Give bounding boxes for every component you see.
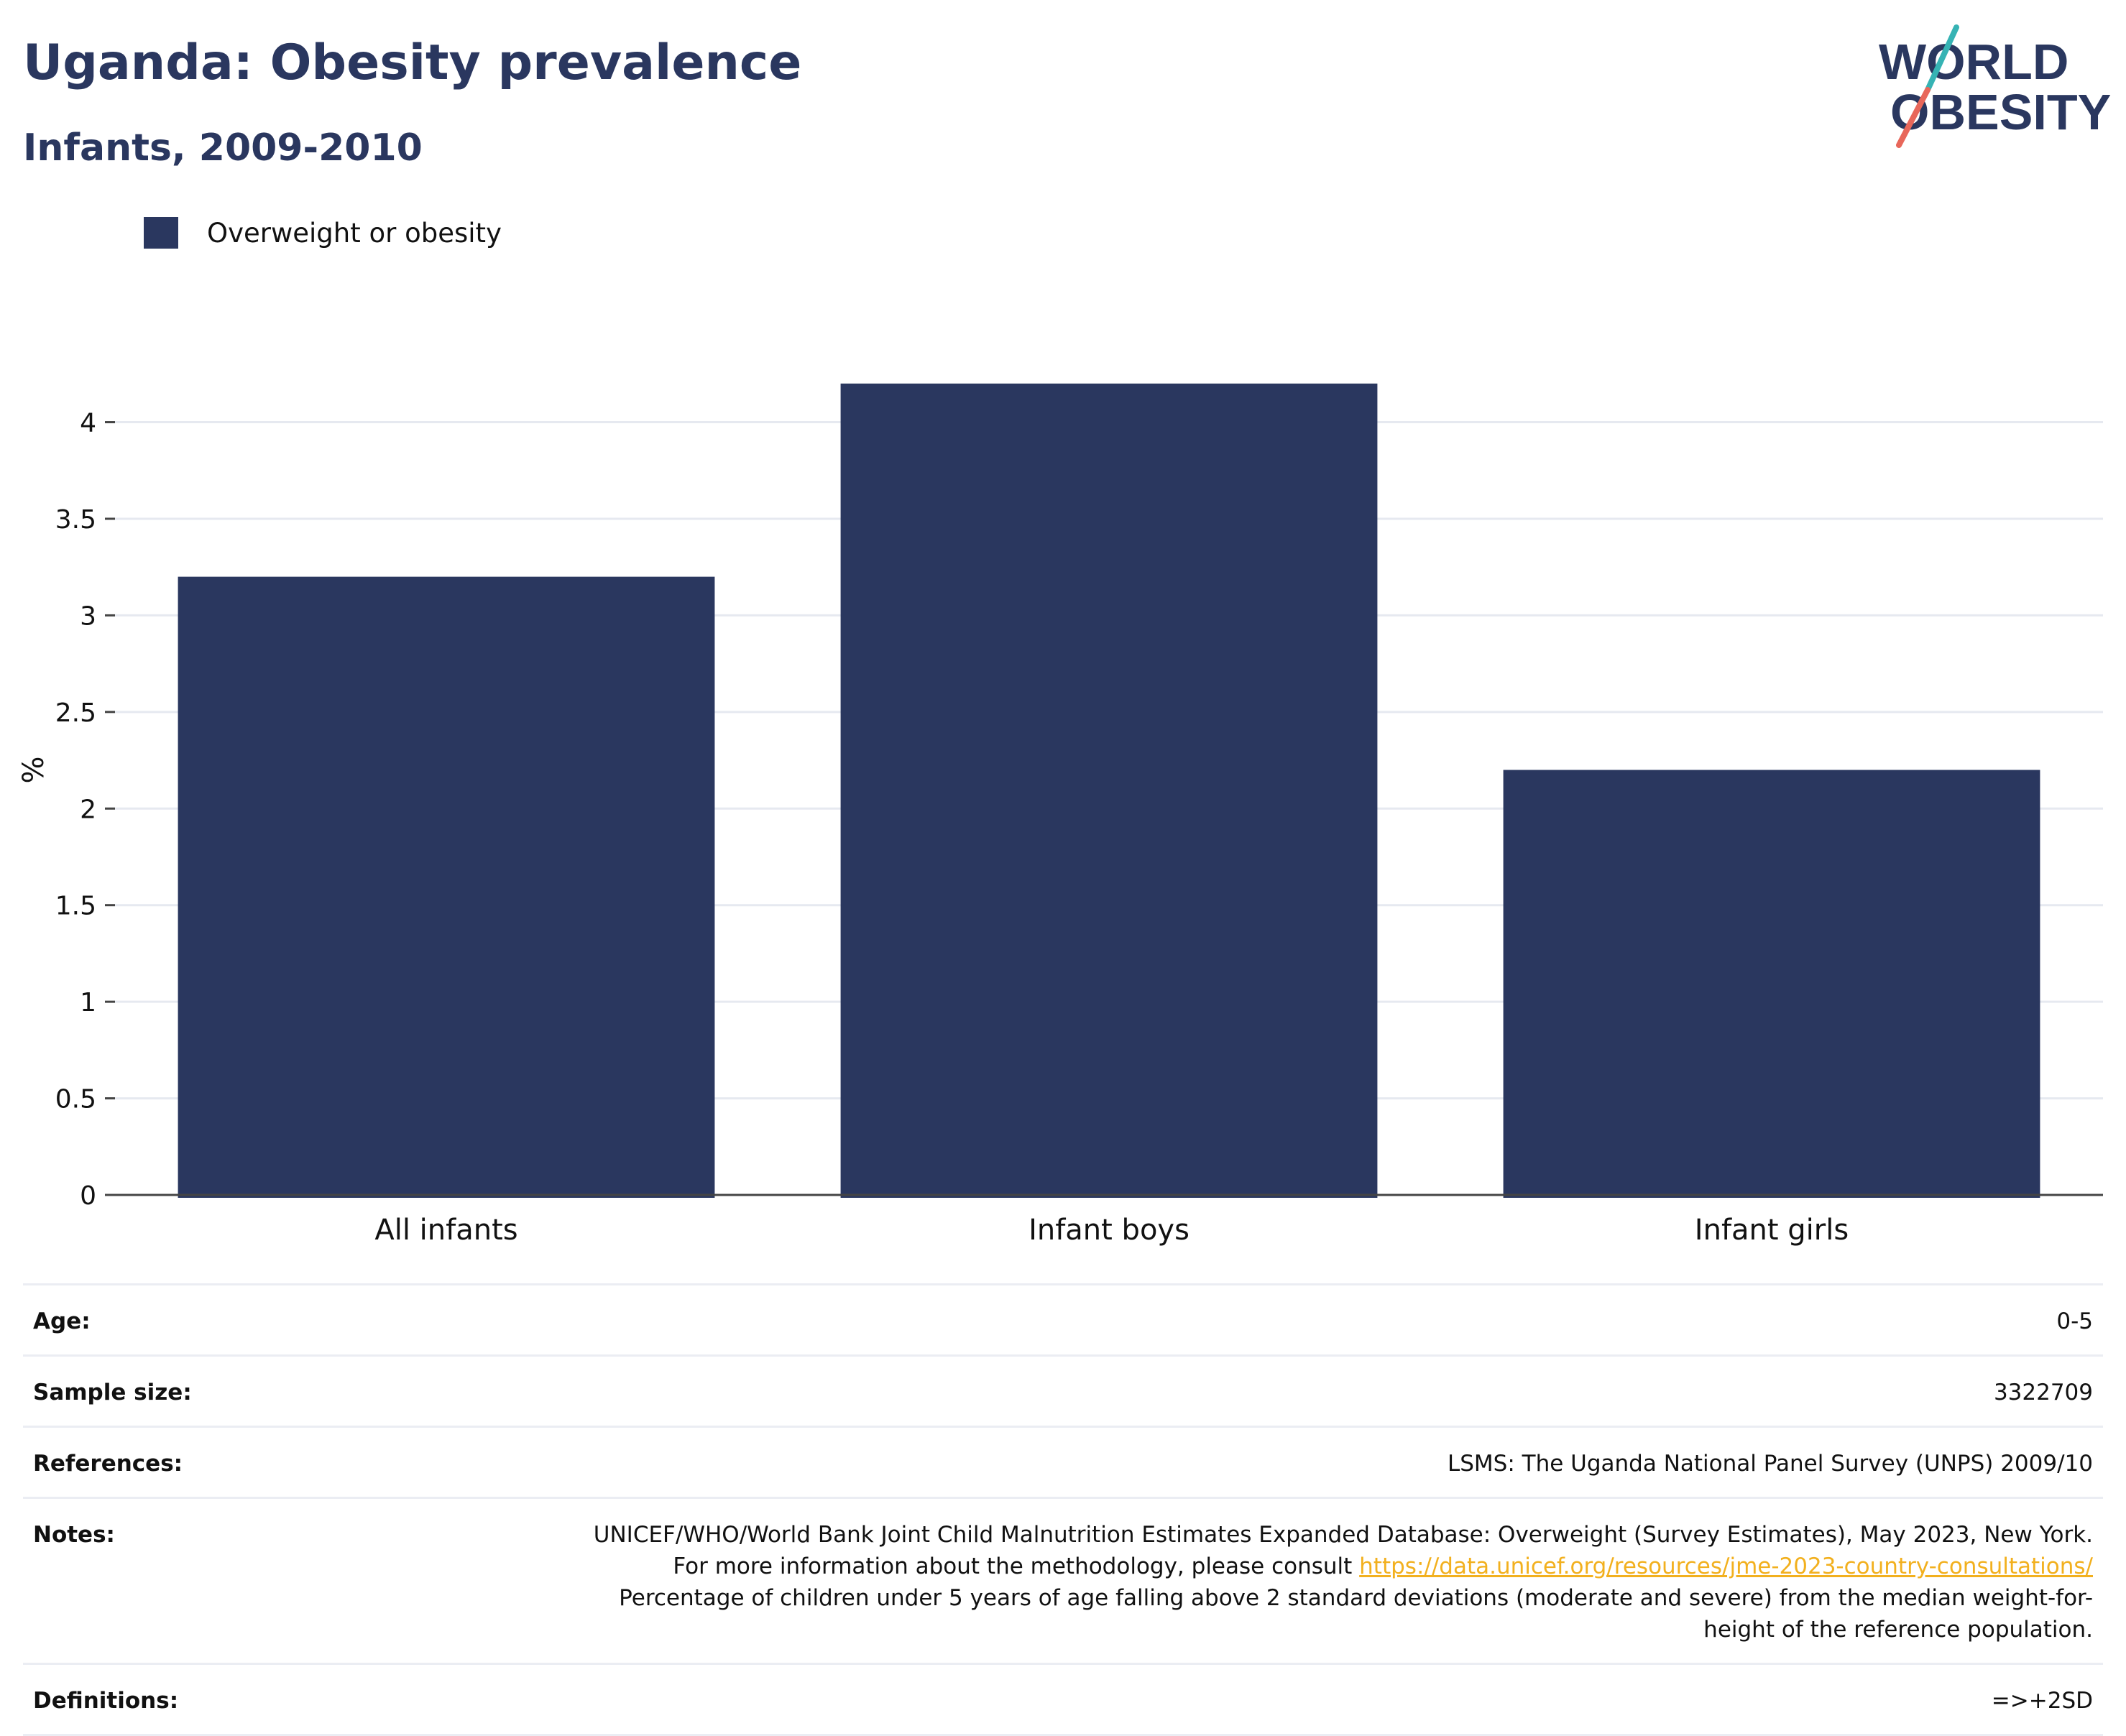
legend-swatch — [144, 217, 178, 249]
y-tick-label: 1 — [80, 988, 96, 1017]
age-value: 0-5 — [2056, 1308, 2093, 1334]
y-tick-label: 0.5 — [55, 1085, 96, 1114]
logo-slash-top — [1925, 24, 1959, 93]
sample-size-label: Sample size: — [33, 1380, 192, 1405]
references-value: LSMS: The Uganda National Panel Survey (… — [1447, 1451, 2093, 1477]
page-title: Uganda: Obesity prevalence — [23, 34, 802, 91]
sample-size-value: 3322709 — [1993, 1380, 2093, 1405]
notes-link[interactable]: https://data.unicef.org/resources/jme-20… — [1359, 1553, 2093, 1579]
y-tick-label: 2.5 — [55, 698, 96, 728]
notes-text-before: UNICEF/WHO/World Bank Joint Child Malnut… — [593, 1522, 2093, 1579]
legend-label: Overweight or obesity — [207, 217, 502, 249]
notes-label: Notes: — [33, 1522, 115, 1548]
world-obesity-logo: WORLD OBESITY — [1869, 22, 2113, 151]
notes-value: UNICEF/WHO/World Bank Joint Child Malnut… — [584, 1519, 2093, 1645]
bar-infant-boys — [840, 383, 1378, 1198]
info-row-references: References: LSMS: The Uganda National Pa… — [23, 1426, 2103, 1497]
notes-text-after: Percentage of children under 5 years of … — [619, 1585, 2093, 1643]
x-tick-label: All infants — [374, 1214, 517, 1247]
definitions-value: =>+2SD — [1991, 1688, 2093, 1714]
y-tick-label: 3.5 — [55, 505, 96, 535]
logo-slash-bottom — [1896, 87, 1931, 148]
bar-infant-girls — [1503, 770, 2040, 1198]
info-table: Age: 0-5 Sample size: 3322709 References… — [23, 1283, 2103, 1736]
y-tick-label: 3 — [80, 601, 96, 631]
age-label: Age: — [33, 1308, 91, 1334]
page-subtitle: Infants, 2009-2010 — [23, 126, 423, 170]
y-tick-label: 1.5 — [55, 892, 96, 921]
y-axis-label: % — [17, 756, 50, 783]
info-row-age: Age: 0-5 — [23, 1283, 2103, 1354]
info-row-definitions: Definitions: =>+2SD — [23, 1663, 2103, 1736]
x-tick-label: Infant boys — [1029, 1214, 1189, 1247]
y-tick-label: 0 — [80, 1181, 96, 1211]
info-row-sample-size: Sample size: 3322709 — [23, 1354, 2103, 1426]
y-tick-label: 2 — [80, 795, 96, 824]
definitions-label: Definitions: — [33, 1688, 179, 1714]
chart-legend: Overweight or obesity — [144, 216, 502, 250]
bar-chart: 0 0.5 1 1.5 2 2.5 3 3.5 4% All infants Infant boys… — [17, 383, 2103, 1247]
logo-line1: WORLD — [1879, 34, 2069, 90]
bar-all-infants — [178, 576, 715, 1198]
x-tick-label: Infant girls — [1695, 1214, 1849, 1247]
references-label: References: — [33, 1451, 183, 1477]
info-row-notes: Notes: UNICEF/WHO/World Bank Joint Child… — [23, 1497, 2103, 1663]
y-tick-label: 4 — [80, 409, 96, 438]
